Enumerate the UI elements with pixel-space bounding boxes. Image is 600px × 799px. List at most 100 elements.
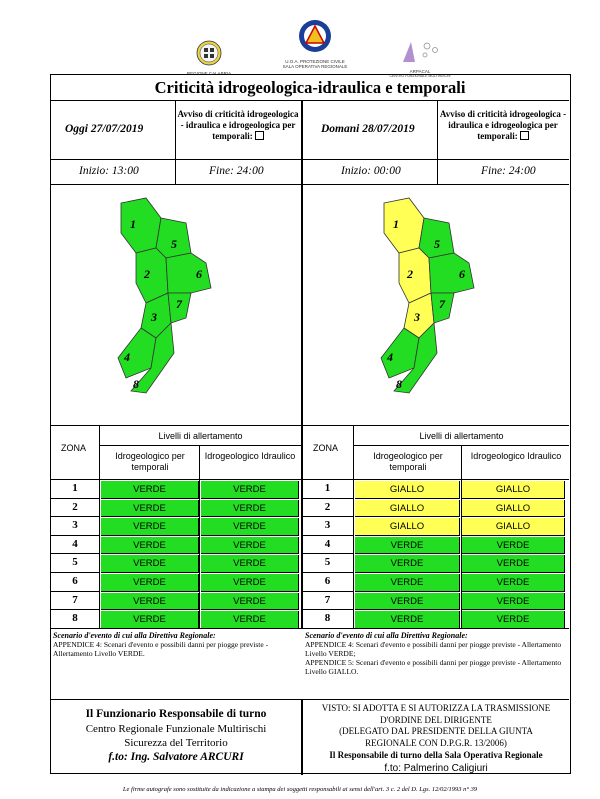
idraulico-level-cell: VERDE <box>462 592 565 611</box>
today-map-label-7: 7 <box>176 297 183 311</box>
tomorrow-scenario: Scenario d'evento di cui alla Direttiva … <box>305 631 567 676</box>
tomorrow-zone-4 <box>380 327 420 379</box>
tomorrow-zone-map: 1 2 3 4 5 6 7 8 <box>380 197 475 394</box>
idraulico-level-cell: VERDE <box>201 536 299 555</box>
arpacal-name: ARPACAL <box>409 69 431 74</box>
tomorrow-map-label-4: 4 <box>386 350 393 364</box>
idraulico-level-cell: VERDE <box>201 555 299 573</box>
zone-number: 4 <box>72 537 78 550</box>
temporali-level-cell: VERDE <box>101 611 199 629</box>
today-map-label-3: 3 <box>150 310 157 324</box>
right-sign-dpgr: REGIONALE CON D.P.G.R. 13/2006) <box>365 737 507 748</box>
tomorrow-col1-header: Idrogeologico per temporali <box>373 451 443 472</box>
zone-number: 2 <box>324 500 331 513</box>
today-zone-4 <box>117 327 157 379</box>
today-avviso-checkbox[interactable] <box>254 131 264 140</box>
today-col2-header: Idrogeologico Idraulico <box>204 451 296 461</box>
today-map-label-5: 5 <box>171 237 177 251</box>
tomorrow-zona-header: ZONA <box>313 443 339 453</box>
temporali-level-cell: VERDE <box>101 536 199 555</box>
temporali-level-cell: GIALLO <box>355 518 460 536</box>
right-signature: VISTO: SI ADOTTA E SI AUTORIZZA LA TRASM… <box>303 703 569 776</box>
tomorrow-map-label-8: 8 <box>396 377 402 391</box>
idraulico-level-cell: VERDE <box>201 611 299 629</box>
pc-caption-1: U.O.A. PROTEZIONE CIVILE <box>285 59 345 64</box>
zone-number: 3 <box>324 519 331 532</box>
calabria-shield-icon <box>196 40 222 66</box>
today-map-label-6: 6 <box>196 267 202 281</box>
temporali-level-cell: VERDE <box>101 481 199 499</box>
tomorrow-zone-6 <box>428 252 475 294</box>
today-map-label-1: 1 <box>130 217 136 231</box>
calabria-caption: REGIONE CALABRIA <box>186 71 232 76</box>
temporali-level-cell: VERDE <box>101 499 199 518</box>
temporali-level-cell: VERDE <box>101 518 199 536</box>
zone-number: 8 <box>324 612 331 625</box>
tomorrow-avviso-text: Avviso di criticità idrogeologica - idra… <box>439 109 567 141</box>
temporali-level-cell: VERDE <box>101 592 199 611</box>
temporali-level-cell: VERDE <box>101 555 199 573</box>
zone-number: 8 <box>72 612 78 625</box>
today-map-label-4: 4 <box>123 350 130 364</box>
left-sign-center: Centro Regionale Funzionale Multirischi <box>85 723 267 735</box>
tomorrow-avviso-checkbox[interactable] <box>519 131 529 140</box>
left-sign-role: Il Funzionario Responsabile di turno <box>85 708 267 720</box>
tomorrow-zone-8 <box>393 322 438 394</box>
today-start: Inizio: 13:00 <box>79 165 139 177</box>
bulletin-frame: Criticità idrogeologica-idraulica e temp… <box>50 74 571 776</box>
tomorrow-col2-header: Idrogeologico Idraulico <box>470 451 562 461</box>
right-sign-delegato: (DELEGATO DAL PRESIDENTE DELLA GIUNTA <box>339 726 533 736</box>
tomorrow-map-label-6: 6 <box>459 267 465 281</box>
idraulico-level-cell: VERDE <box>201 518 299 536</box>
right-sign-ordine: D'ORDINE DEL DIRIGENTE <box>380 714 492 725</box>
today-zone-7 <box>167 292 192 324</box>
idraulico-level-cell: VERDE <box>201 592 299 611</box>
temporali-level-cell: VERDE <box>355 536 460 555</box>
idraulico-level-cell: VERDE <box>462 611 565 629</box>
temporali-level-cell: GIALLO <box>355 499 460 518</box>
zone-number: 6 <box>324 575 331 587</box>
center-divider <box>301 101 303 628</box>
left-sign-dept: Sicurezza del Territorio <box>124 737 228 749</box>
bulletin-title: Criticità idrogeologica-idraulica e temp… <box>51 75 569 101</box>
idraulico-level-cell: VERDE <box>201 574 299 592</box>
today-scenario-text: APPENDICE 4: Scenari d'evento e possibil… <box>53 640 269 658</box>
idraulico-level-cell: GIALLO <box>462 518 565 536</box>
arpacal-logo: ARPACAL CENTRO FUNZIONALE MULTIRISCHI <box>388 40 452 79</box>
idraulico-level-cell: VERDE <box>201 481 299 499</box>
today-end: Fine: 24:00 <box>209 165 264 177</box>
tomorrow-scenario-text-1: APPENDICE 4: Scenari d'evento e possibil… <box>305 640 562 658</box>
tomorrow-zone-7 <box>430 292 455 324</box>
zone-number: 6 <box>72 575 78 587</box>
zone-number: 1 <box>324 482 331 494</box>
today-zone-6 <box>165 252 212 294</box>
right-sign-name: f.to: Palmerino Caligiuri <box>384 763 488 774</box>
left-sign-name: f.to: Ing. Salvatore ARCURI <box>108 751 244 763</box>
tomorrow-start: Inizio: 00:00 <box>341 165 401 177</box>
today-zona-header: ZONA <box>61 443 87 453</box>
idraulico-level-cell: VERDE <box>462 536 565 555</box>
zone-number: 3 <box>72 519 78 532</box>
arpacal-icon <box>403 42 438 62</box>
logo-bar: REGIONE CALABRIA U.O.A. PROTEZIONE CIVIL… <box>0 14 600 78</box>
protezione-civile-logo: U.O.A. PROTEZIONE CIVILE SALA OPERATIVA … <box>278 18 352 69</box>
arpacal-caption: CENTRO FUNZIONALE MULTIRISCHI <box>389 74 451 78</box>
today-zone-8 <box>130 322 175 394</box>
today-scenario-heading: Scenario d'evento di cui alla Direttiva … <box>53 631 216 640</box>
temporali-level-cell: VERDE <box>355 592 460 611</box>
center-divider-bottom <box>301 699 303 775</box>
idraulico-level-cell: GIALLO <box>462 499 565 518</box>
tomorrow-end: Fine: 24:00 <box>481 165 536 177</box>
idraulico-level-cell: VERDE <box>462 574 565 592</box>
footer-note: Le firme autografe sono sostituite da in… <box>122 786 478 793</box>
temporali-level-cell: GIALLO <box>355 481 460 499</box>
tomorrow-map-label-5: 5 <box>434 237 440 251</box>
zone-number: 7 <box>72 593 78 606</box>
today-col1-header: Idrogeologico per temporali <box>115 451 185 472</box>
zone-number: 4 <box>324 537 331 550</box>
tomorrow-map-label-3: 3 <box>413 310 420 324</box>
temporali-level-cell: VERDE <box>355 555 460 573</box>
tomorrow-map-label-7: 7 <box>439 297 446 311</box>
zone-number: 5 <box>72 556 78 569</box>
zone-number: 5 <box>324 556 331 569</box>
